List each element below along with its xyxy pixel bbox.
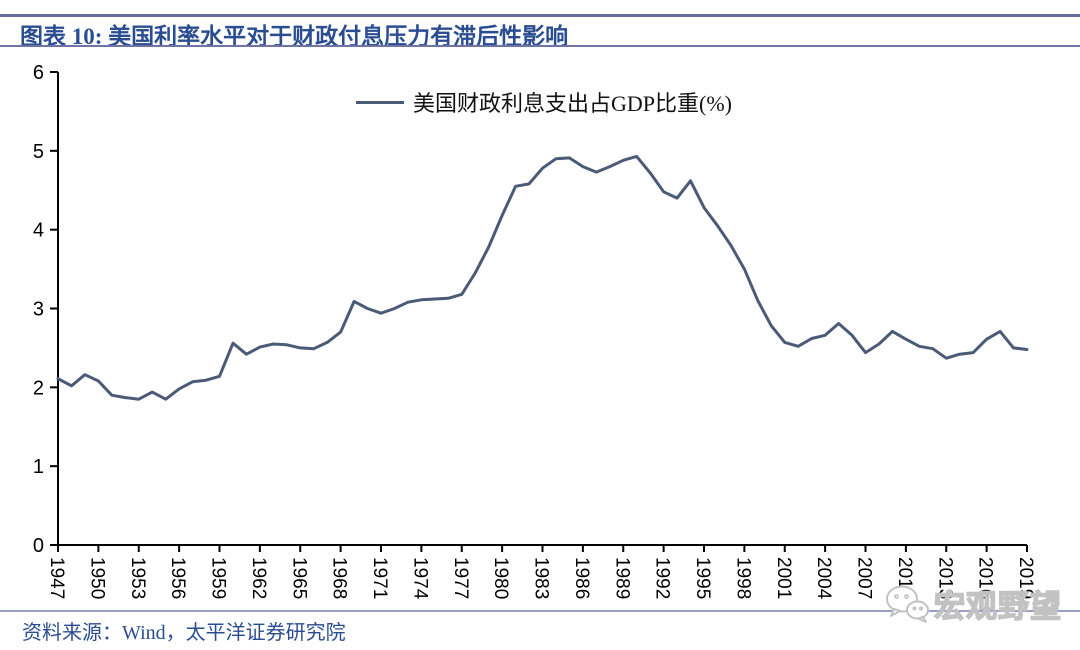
x-tick-label: 1983 (531, 557, 552, 599)
y-tick-label: 6 (33, 62, 44, 84)
title-bottom-rule (0, 45, 1080, 47)
watermark: 宏观野望 (884, 581, 1062, 626)
x-tick-label: 1959 (208, 557, 229, 599)
x-tick-label: 1977 (450, 557, 471, 599)
x-tick-label: 2016 (975, 557, 996, 599)
x-tick-label: 2004 (813, 557, 834, 600)
x-tick-label: 1962 (248, 557, 269, 599)
x-tick-label: 1980 (490, 557, 511, 599)
y-tick-label: 0 (33, 535, 44, 557)
x-tick-label: 1992 (652, 557, 673, 599)
y-tick-label: 3 (33, 299, 44, 321)
x-tick-label: 1989 (611, 557, 632, 599)
x-tick-label: 1956 (167, 557, 188, 599)
x-tick-label: 1974 (409, 557, 430, 600)
footer-rule (0, 610, 1080, 612)
y-tick-label: 1 (33, 456, 44, 478)
chart-legend: 美国财政利息支出占GDP比重(%) (356, 86, 732, 118)
x-tick-label: 1950 (86, 557, 107, 599)
x-tick-label: 2007 (854, 557, 875, 599)
x-tick-label: 2019 (1015, 557, 1036, 599)
legend-line-swatch (356, 100, 404, 104)
x-tick-label: 1986 (571, 557, 592, 599)
x-tick-label: 2001 (773, 557, 794, 599)
legend-label: 美国财政利息支出占GDP比重(%) (413, 91, 732, 116)
figure-title: 图表 10: 美国利率水平对于财政付息压力有滞后性影响 (20, 24, 569, 49)
y-tick-label: 4 (33, 220, 44, 242)
y-tick-label: 5 (33, 141, 44, 163)
title-top-rule (0, 14, 1080, 17)
x-tick-label: 1947 (46, 557, 67, 599)
x-tick-label: 1995 (692, 557, 713, 599)
y-tick-label: 2 (33, 377, 44, 399)
x-tick-label: 1998 (732, 557, 753, 599)
x-tick-label: 1965 (288, 557, 309, 599)
data-line-series (56, 154, 1029, 401)
wechat-icon (886, 585, 929, 623)
x-tick-label: 1968 (329, 557, 350, 599)
watermark-text: 宏观野望 (933, 588, 1062, 624)
x-tick-label: 2013 (934, 557, 955, 599)
source-text: 资料来源：Wind，太平洋证券研究院 (22, 622, 346, 644)
x-tick-label: 1971 (369, 557, 390, 599)
x-tick-label: 1953 (127, 557, 148, 599)
